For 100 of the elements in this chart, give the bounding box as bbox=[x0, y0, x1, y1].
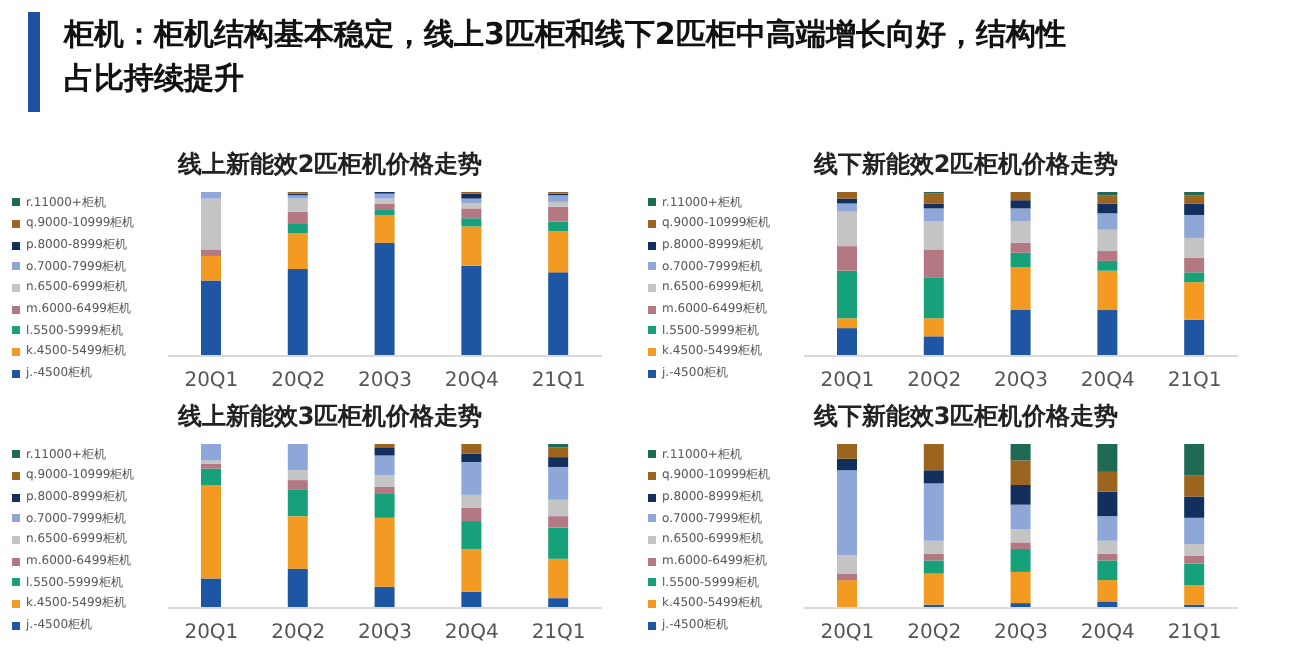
x-tick-label: 20Q2 bbox=[271, 622, 326, 645]
bar bbox=[461, 226, 482, 266]
x-tick-label: 21Q1 bbox=[1167, 622, 1222, 645]
bar bbox=[200, 444, 221, 461]
bar bbox=[1097, 270, 1118, 311]
bar bbox=[200, 578, 221, 608]
bar bbox=[1097, 560, 1118, 581]
bar bbox=[836, 444, 857, 459]
bar bbox=[374, 193, 395, 199]
bar bbox=[548, 516, 569, 528]
bar bbox=[1184, 282, 1205, 320]
bar bbox=[374, 203, 395, 211]
bar bbox=[1184, 475, 1205, 497]
bar bbox=[1010, 221, 1031, 243]
bar bbox=[200, 280, 221, 356]
bar bbox=[374, 447, 395, 456]
bar bbox=[1097, 471, 1118, 492]
bar bbox=[836, 555, 857, 574]
bar bbox=[374, 455, 395, 476]
bar bbox=[548, 201, 569, 207]
x-tick-label: 20Q4 bbox=[1080, 370, 1135, 393]
bar bbox=[923, 193, 944, 204]
bar bbox=[287, 211, 308, 224]
bar bbox=[836, 458, 857, 471]
bar bbox=[548, 447, 569, 458]
bar bbox=[836, 470, 857, 556]
bar bbox=[374, 214, 395, 243]
bar bbox=[1097, 516, 1118, 541]
bar bbox=[836, 328, 857, 356]
bar bbox=[923, 483, 944, 541]
bar bbox=[287, 470, 308, 481]
bar bbox=[548, 558, 569, 599]
bar bbox=[836, 203, 857, 212]
bar bbox=[1010, 485, 1031, 505]
bar bbox=[461, 193, 482, 199]
bar bbox=[1097, 491, 1118, 517]
bar bbox=[923, 573, 944, 605]
x-tick-label: 21Q1 bbox=[1167, 370, 1222, 393]
chart-title: 线上新能效2匹柜机价格走势 bbox=[175, 148, 485, 182]
bar bbox=[1184, 272, 1205, 283]
bar bbox=[548, 231, 569, 273]
bar bbox=[200, 255, 221, 281]
bar bbox=[923, 470, 944, 484]
bar bbox=[923, 208, 944, 222]
bar bbox=[836, 318, 857, 329]
bar bbox=[1184, 496, 1205, 518]
bar bbox=[1184, 563, 1205, 586]
bar bbox=[548, 206, 569, 222]
x-tick-label: 20Q4 bbox=[1080, 622, 1135, 645]
bar bbox=[200, 463, 221, 469]
x-tick-label: 20Q1 bbox=[820, 622, 875, 645]
bar bbox=[287, 444, 308, 471]
bar bbox=[1097, 601, 1118, 608]
bar bbox=[461, 507, 482, 522]
bar bbox=[923, 318, 944, 337]
chart-title: 线下新能效2匹柜机价格走势 bbox=[811, 148, 1121, 182]
bar bbox=[923, 249, 944, 278]
x-tick-label: 20Q4 bbox=[444, 622, 499, 645]
chart-title: 线下新能效3匹柜机价格走势 bbox=[811, 400, 1121, 434]
bar bbox=[200, 485, 221, 579]
x-tick-label: 20Q1 bbox=[820, 370, 875, 393]
bar bbox=[836, 246, 857, 271]
bar bbox=[1097, 229, 1118, 252]
bar bbox=[1010, 571, 1031, 604]
bar bbox=[287, 516, 308, 569]
x-tick-label: 20Q2 bbox=[271, 370, 326, 393]
chart-title: 线上新能效3匹柜机价格走势 bbox=[175, 400, 485, 434]
bar bbox=[374, 493, 395, 518]
bar bbox=[548, 466, 569, 500]
bar bbox=[923, 560, 944, 574]
bar bbox=[1097, 195, 1118, 204]
bar bbox=[1010, 529, 1031, 543]
bar bbox=[461, 208, 482, 219]
bar bbox=[287, 269, 308, 356]
bar bbox=[1097, 444, 1118, 472]
bar bbox=[548, 272, 569, 356]
bar bbox=[461, 521, 482, 549]
x-tick-label: 20Q3 bbox=[994, 370, 1048, 393]
bar bbox=[1010, 267, 1031, 311]
bar bbox=[461, 444, 482, 454]
bar bbox=[1184, 585, 1205, 605]
bar bbox=[200, 198, 221, 250]
bar bbox=[200, 192, 221, 199]
bar bbox=[1184, 319, 1205, 356]
bar bbox=[923, 444, 944, 471]
bar bbox=[1010, 504, 1031, 530]
bar bbox=[461, 494, 482, 508]
bar bbox=[1097, 213, 1118, 230]
bar bbox=[287, 568, 308, 608]
x-tick-label: 20Q2 bbox=[907, 370, 962, 393]
bar bbox=[1184, 517, 1205, 545]
x-tick-label: 20Q1 bbox=[184, 370, 239, 393]
bar bbox=[923, 203, 944, 209]
bar bbox=[461, 591, 482, 608]
x-tick-label: 20Q3 bbox=[358, 370, 412, 393]
bar bbox=[1010, 252, 1031, 268]
bar bbox=[1184, 214, 1205, 238]
bar bbox=[374, 475, 395, 487]
bar bbox=[1010, 192, 1031, 201]
bar bbox=[1097, 540, 1118, 554]
